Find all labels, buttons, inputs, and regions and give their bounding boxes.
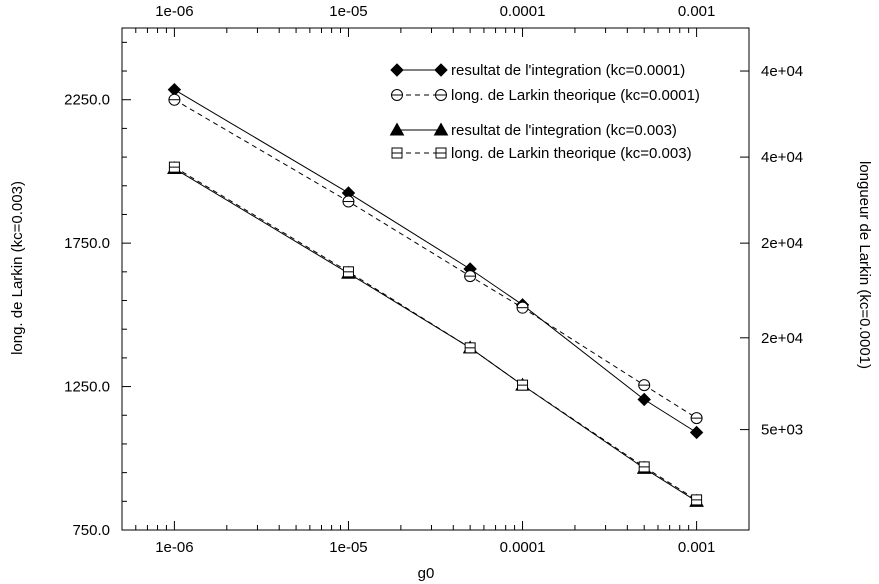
x-tick-label-bottom: 1e-05 xyxy=(329,539,367,556)
y-left-tick-label: 2250.0 xyxy=(64,92,110,109)
series-1 xyxy=(167,82,704,440)
y-right-tick-label: 2e+04 xyxy=(761,330,803,347)
series-1-point xyxy=(637,392,651,407)
legend-marker-1 xyxy=(390,63,404,77)
y-axis-right-label: longueur de Larkin (kc=0.0001) xyxy=(856,161,873,369)
legend-label-4: long. de Larkin theorique (kc=0.003) xyxy=(451,145,692,162)
y-left-tick-label: 1750.0 xyxy=(64,235,110,252)
legend-label-3: resultat de l'integration (kc=0.003) xyxy=(451,122,677,139)
x-tick-label-top: 0.0001 xyxy=(500,3,546,20)
series-4 xyxy=(168,161,703,506)
x-tick-label-bottom: 0.0001 xyxy=(500,539,546,556)
x-tick-label-top: 1e-06 xyxy=(155,3,193,20)
x-tick-label-top: 1e-05 xyxy=(329,3,367,20)
y-right-tick-label: 2e+04 xyxy=(761,235,803,252)
y-left-tick-label: 750.0 xyxy=(72,522,110,539)
y-right-tick-label: 4e+04 xyxy=(761,149,803,166)
series-2-line xyxy=(174,99,697,419)
plot-frame xyxy=(121,27,750,531)
series-1-line xyxy=(174,89,697,433)
series-4-line xyxy=(174,166,697,501)
x-tick-label-top: 0.001 xyxy=(678,3,716,20)
series-3 xyxy=(167,161,704,507)
series-3-line xyxy=(174,168,697,502)
y-right-tick-label: 4e+04 xyxy=(761,63,803,80)
legend-marker-1 xyxy=(434,63,448,77)
y-right-tick-label: 5e+03 xyxy=(761,422,803,439)
y-axis-left-label: long. de Larkin (kc=0.003) xyxy=(9,181,26,355)
x-tick-label-bottom: 0.001 xyxy=(678,539,716,556)
series-1-point xyxy=(689,425,704,440)
legend-label-2: long. de Larkin theorique (kc=0.0001) xyxy=(451,87,700,104)
series-2 xyxy=(168,93,703,425)
legend-marker-3 xyxy=(389,122,405,136)
x-tick-label-bottom: 1e-06 xyxy=(155,539,193,556)
legend-label-1: resultat de l'integration (kc=0.0001) xyxy=(451,62,685,79)
legend-marker-3 xyxy=(433,122,449,136)
x-axis-label: g0 xyxy=(418,565,435,582)
y-left-tick-label: 1250.0 xyxy=(64,379,110,396)
